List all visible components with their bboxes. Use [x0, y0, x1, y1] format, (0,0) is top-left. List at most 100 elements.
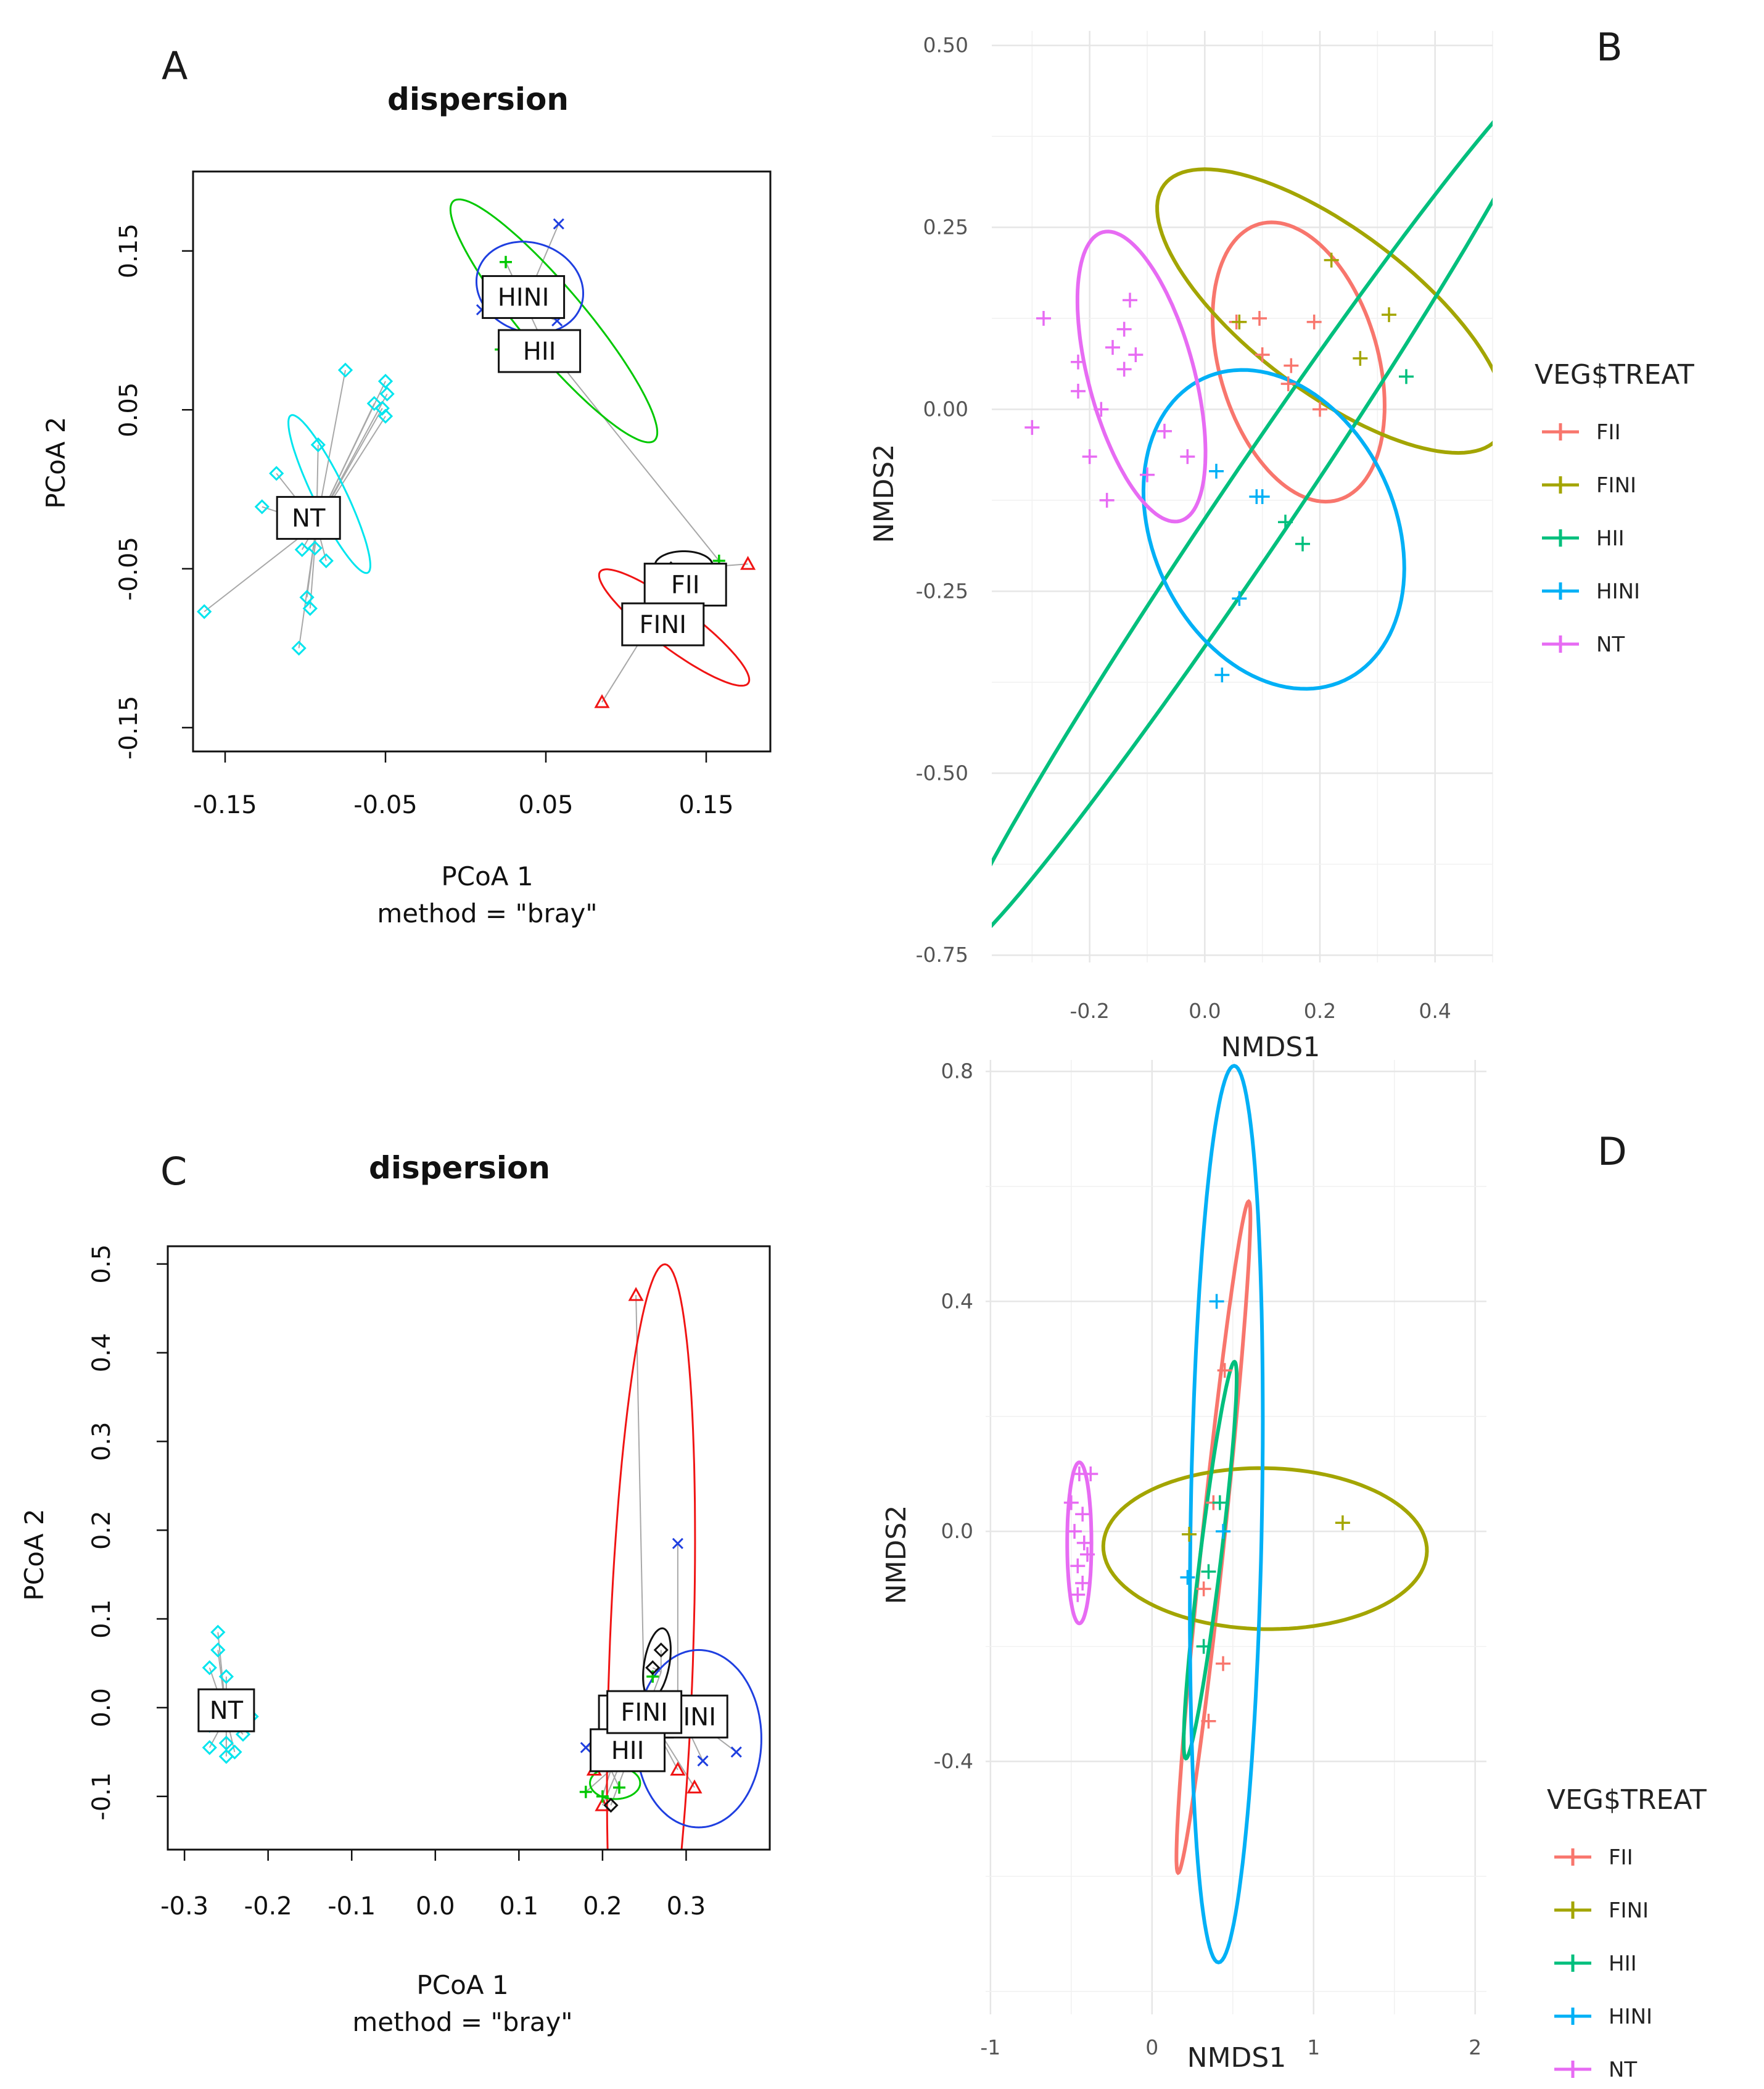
- panel-d: D NMDS1 NMDS2 VEG$TREAT -1 0 1 2 -0.4 0.0 0.4 0…: [881, 1059, 1707, 2082]
- plot-area-b: -0.2 0.0 0.2 0.4 -0.75 -0.50 -0.25 0.00 0.25 0.50: [916, 31, 1493, 1023]
- points-hini: [580, 1537, 742, 1767]
- legend-item-nt: NT: [1554, 2058, 1637, 2082]
- point-fini: [603, 1797, 619, 1813]
- y-tick-label: -0.25: [916, 579, 968, 603]
- legend-item-fini: FINI: [1554, 1898, 1649, 1923]
- point-nt: [1082, 449, 1097, 465]
- ellipse-fini: [1155, 167, 1493, 455]
- legend-label: HII: [1609, 1951, 1637, 1976]
- panel-a-xlabel: PCoA 1: [441, 861, 533, 891]
- point-hii: [613, 1781, 625, 1794]
- x-tick-label: -0.15: [193, 791, 257, 819]
- point-fii: [1313, 402, 1327, 417]
- y-tick-label: 0.5: [88, 1244, 116, 1284]
- point-fii: [1217, 1363, 1232, 1378]
- legend-label: FINI: [1609, 1898, 1649, 1923]
- y-tick-label: -0.15: [115, 696, 143, 760]
- point-nt: [218, 1748, 234, 1764]
- y-tick-label: -0.05: [115, 537, 143, 601]
- point-fini: [1382, 307, 1396, 323]
- y-tick-label: -0.4: [934, 1749, 973, 1773]
- point-nt: [1075, 1507, 1090, 1522]
- point-nt: [218, 1669, 234, 1684]
- y-tick-label: 0.0: [941, 1519, 973, 1543]
- point-nt: [1099, 492, 1115, 508]
- point-hini: [672, 1537, 683, 1549]
- y-tick-label: 0.8: [941, 1059, 973, 1083]
- x-tick-label: 2: [1469, 2035, 1482, 2059]
- spider-line: [542, 341, 720, 561]
- panel-d-legend-title: VEG$TREAT: [1547, 1784, 1707, 1816]
- point-fii: [594, 694, 610, 708]
- y-tick-label: -0.75: [916, 943, 968, 967]
- point-nt: [337, 362, 353, 378]
- y-tick-label: 0.4: [88, 1333, 116, 1373]
- ellipse-hii: [1182, 1360, 1239, 1761]
- point-fii: [670, 1761, 686, 1776]
- point-nt: [1071, 383, 1086, 399]
- plot-frame: [192, 170, 772, 753]
- point-nt: [1180, 449, 1195, 465]
- points-nt: [1063, 1466, 1098, 1602]
- x-tick-label: -1: [980, 2035, 1000, 2059]
- y-tick-label: 0.1: [88, 1599, 116, 1639]
- panel-c-subtitle: method = "bray": [352, 2007, 572, 2037]
- y-tick-label: 0.4: [941, 1289, 973, 1313]
- y-tick-label: 0.2: [88, 1510, 116, 1550]
- point-nt: [1070, 1587, 1086, 1602]
- panel-b-legend-title: VEG$TREAT: [1535, 359, 1694, 391]
- label-box-hii: [590, 1728, 666, 1773]
- label-fini: FINI: [620, 1698, 668, 1727]
- ellipse-nt: [1075, 230, 1208, 524]
- point-nt: [1067, 1524, 1082, 1539]
- centroid-labels: NT HII HINI FII FINI: [276, 275, 727, 647]
- point-fini: [653, 1642, 669, 1658]
- y-tick-label: 0.15: [115, 223, 143, 278]
- point-hini: [580, 1742, 591, 1753]
- y-tick-label: 0.05: [115, 383, 143, 437]
- point-nt: [210, 1642, 226, 1658]
- point-hii: [1278, 515, 1293, 530]
- plot-area-d: -1 0 1 2 -0.4 0.0 0.4 0.8: [934, 1059, 1486, 2059]
- point-fii: [1306, 314, 1322, 329]
- point-hini: [1209, 1294, 1224, 1309]
- point-nt: [1094, 402, 1109, 417]
- x-tick-label: -0.1: [328, 1892, 376, 1921]
- point-hini: [1232, 591, 1247, 606]
- point-hini: [1216, 1524, 1231, 1539]
- label-hii: HII: [523, 337, 556, 366]
- point-fii: [686, 1779, 703, 1793]
- point-nt: [299, 590, 315, 605]
- x-tick-label: 0.2: [1304, 999, 1336, 1023]
- point-hini: [553, 218, 564, 230]
- plot-area-c: -0.3 -0.2 -0.1 0.0 0.1 0.2 0.3 -0.1 0.0 0.1 0.2 0.3…: [88, 1244, 771, 1921]
- point-fii: [1201, 1713, 1216, 1729]
- label-nt: NT: [210, 1697, 244, 1725]
- label-box-nt: [276, 495, 341, 540]
- legend-label: NT: [1609, 2058, 1637, 2082]
- points-fini: [603, 1642, 669, 1813]
- spider-line: [635, 1295, 645, 1708]
- ellipse-hii: [449, 198, 659, 444]
- point-fini: [645, 1660, 661, 1676]
- point-hini: [1209, 463, 1224, 479]
- point-fii: [740, 556, 756, 570]
- label-nt: NT: [292, 504, 326, 532]
- panel-c-letter: C: [160, 1149, 187, 1194]
- plot-content: [992, 120, 1493, 929]
- label-fini: FINI: [640, 611, 687, 639]
- y-tick-label: 0.00: [923, 397, 968, 421]
- points-hini: [1209, 463, 1270, 683]
- point-nt: [1076, 1535, 1092, 1550]
- point-hii: [646, 1670, 659, 1683]
- legend-item-nt: NT: [1542, 632, 1625, 657]
- point-nt: [202, 1660, 217, 1676]
- panel-b-ylabel: NMDS2: [868, 444, 900, 544]
- point-nt: [1105, 340, 1120, 355]
- legend-item-hii: HII: [1542, 526, 1625, 551]
- points-hini: [1180, 1294, 1231, 1585]
- point-nt: [318, 553, 334, 569]
- point-fii: [1216, 1656, 1231, 1671]
- ellipse-hini: [1188, 1064, 1265, 1965]
- label-box-nt: [197, 1688, 255, 1732]
